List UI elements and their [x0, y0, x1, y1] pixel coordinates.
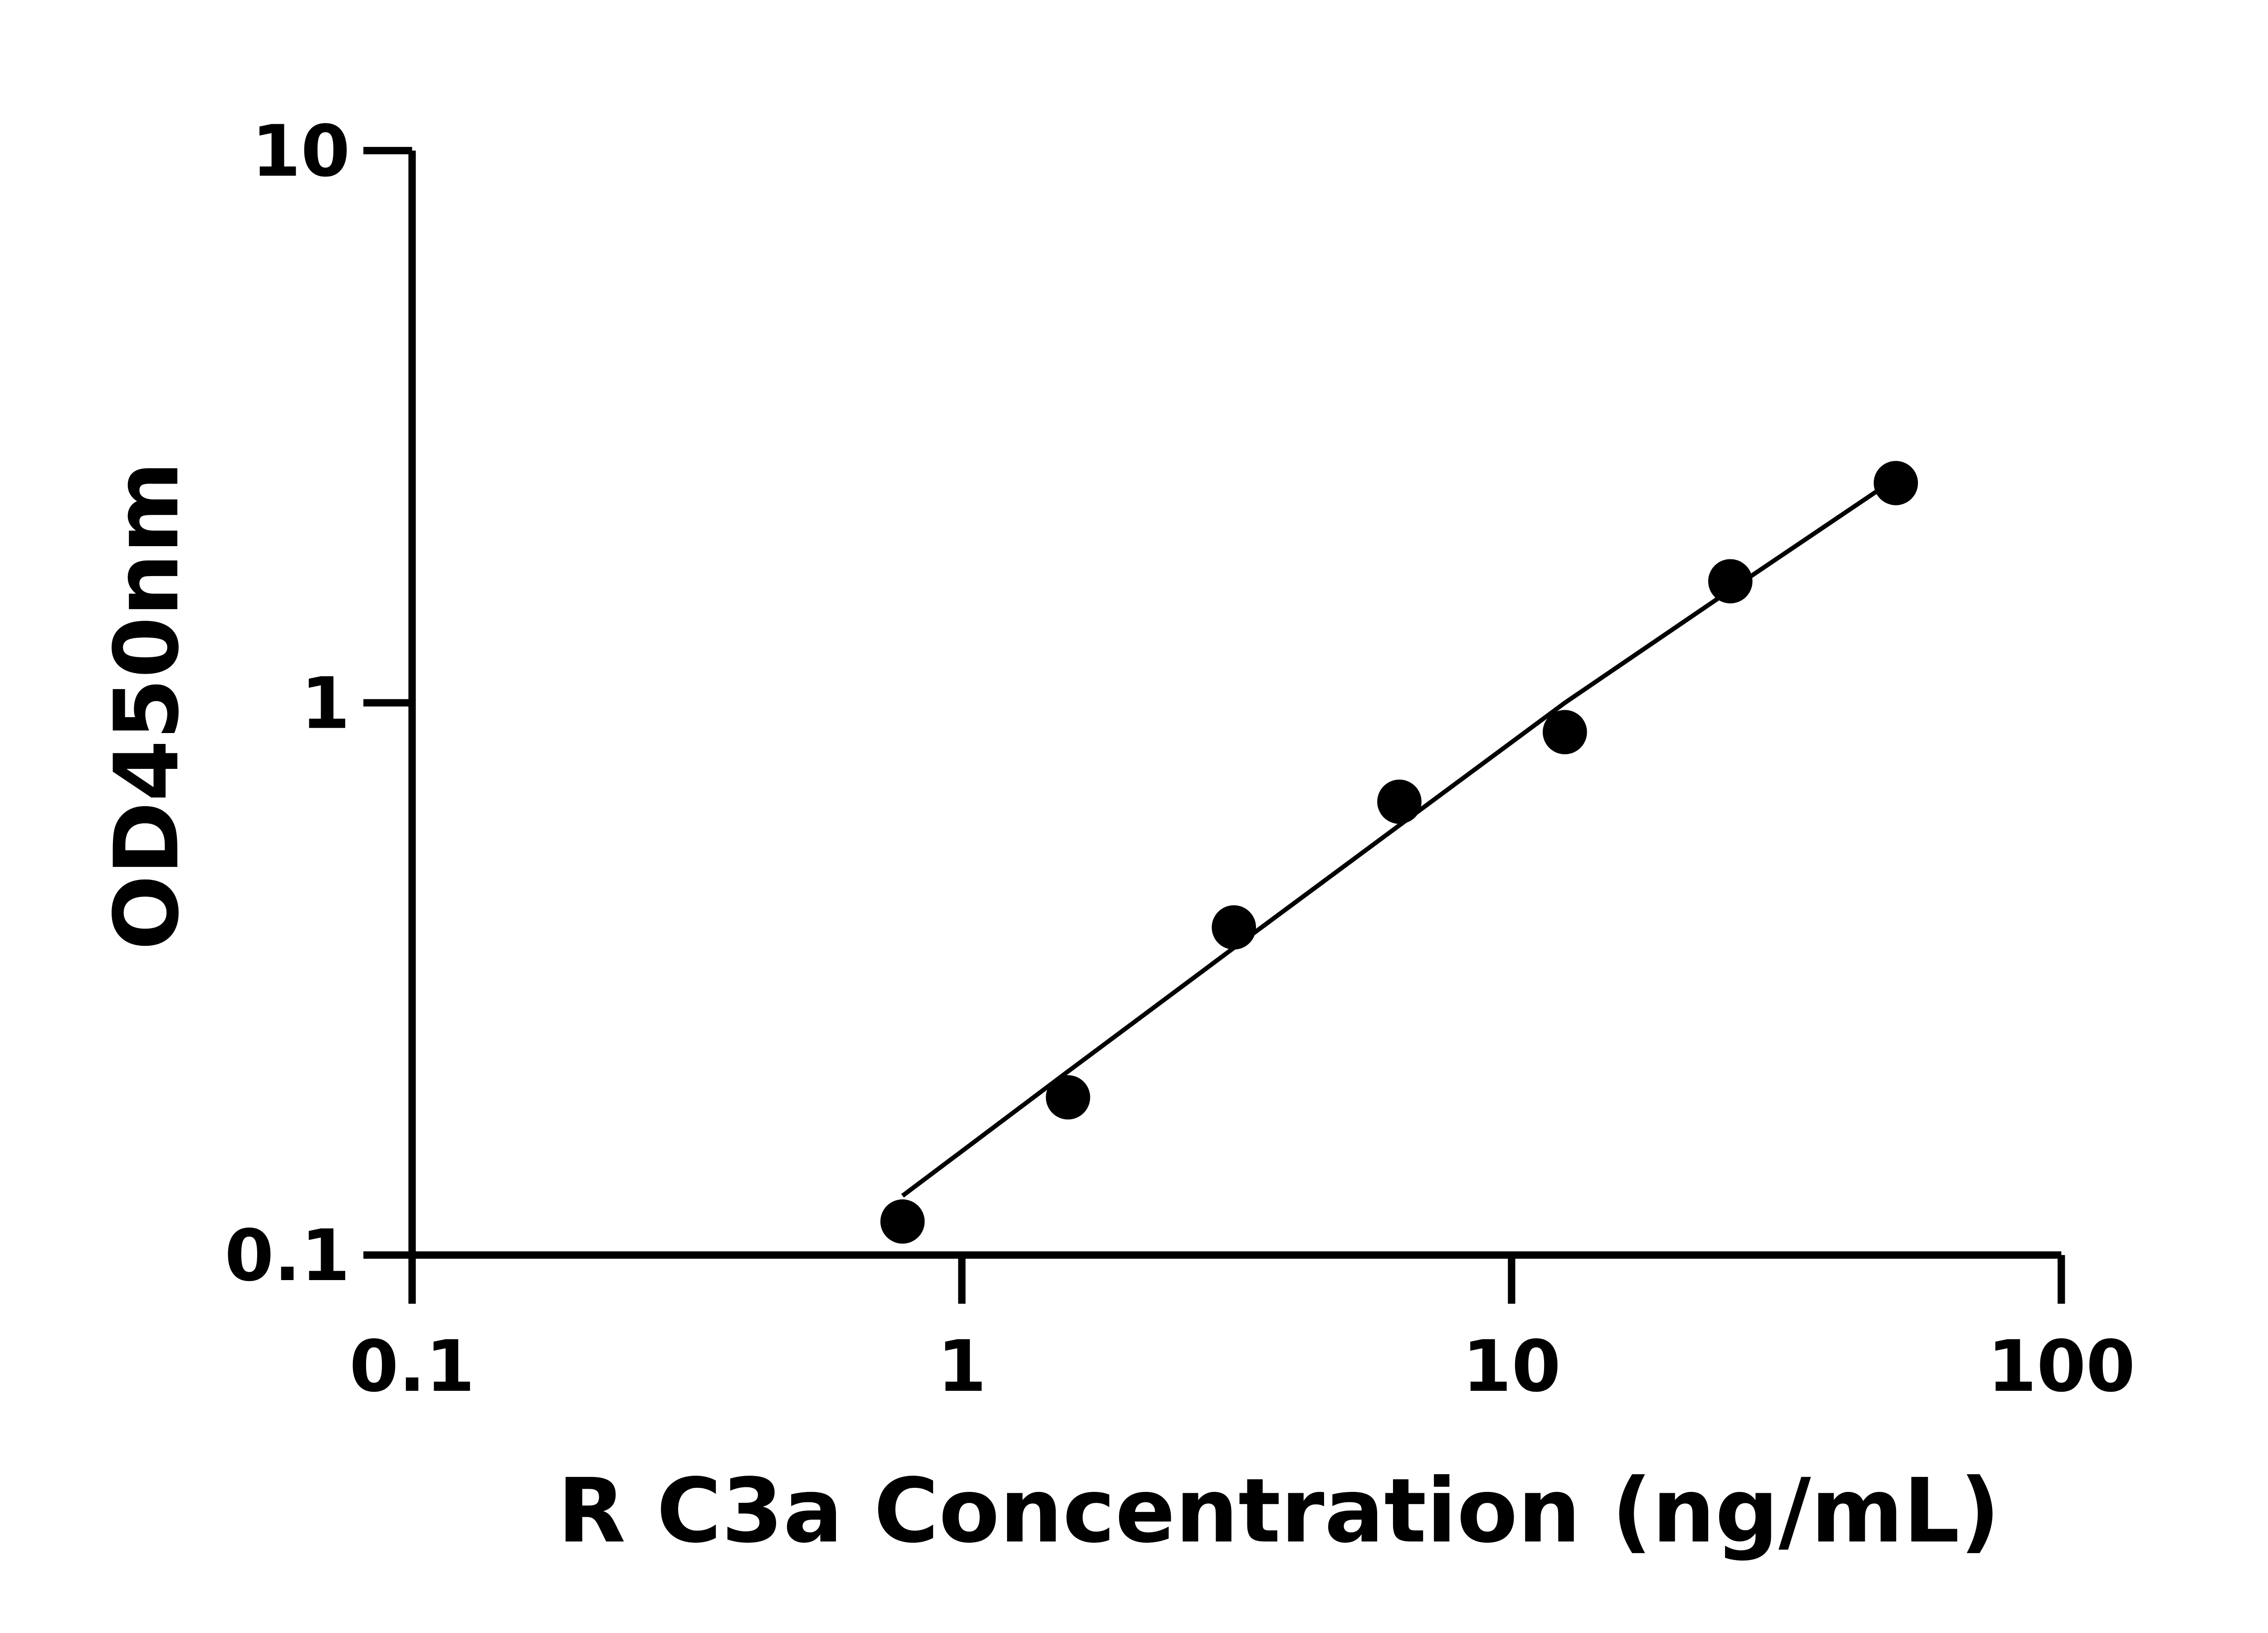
data-point — [880, 1199, 925, 1244]
data-point — [1873, 461, 1918, 505]
x-axis-label: R C3a Concentration (ng/mL) — [557, 1460, 2000, 1563]
data-point — [1046, 1075, 1090, 1120]
data-point — [1212, 905, 1256, 950]
y-axis-label: OD450nm — [96, 461, 199, 950]
x-tick-label: 0.1 — [349, 1325, 475, 1408]
y-tick-label: 1 — [301, 662, 350, 745]
x-tick-label: 10 — [1462, 1325, 1561, 1408]
y-tick-label: 10 — [251, 110, 350, 192]
x-tick-label: 1 — [937, 1325, 987, 1408]
data-point — [1543, 710, 1587, 754]
data-point — [1377, 779, 1422, 824]
y-tick-label: 0.1 — [225, 1214, 350, 1297]
axes: 0.1 1 10 100 0.1 1 10 — [225, 110, 2135, 1408]
data-point — [1708, 559, 1753, 604]
x-tick-label: 100 — [1987, 1325, 2135, 1408]
marks — [880, 461, 1918, 1244]
